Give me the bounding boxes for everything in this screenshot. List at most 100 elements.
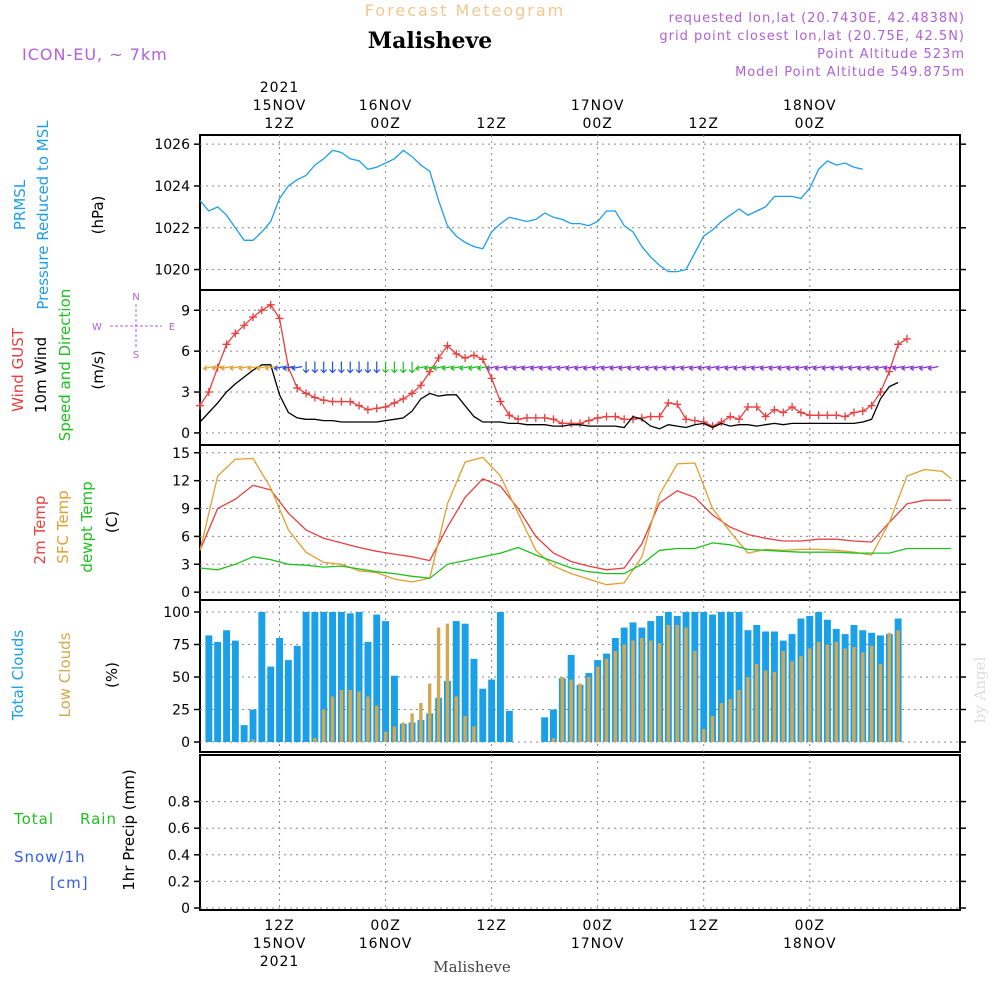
series-10m-wind — [199, 364, 899, 430]
gust-point — [735, 415, 744, 424]
bar-low-clouds — [719, 703, 724, 742]
cloud-labels: Total Clouds Low Clouds (%) — [9, 630, 121, 722]
bottom-date-label: 18NOV — [783, 936, 837, 952]
gridpoint-coords: grid point closest lon,lat (20.75E, 42.5… — [659, 29, 965, 44]
bar-total-clouds — [231, 640, 239, 742]
wind-arrow — [927, 365, 939, 371]
bar-low-clouds — [392, 726, 397, 742]
wind-arrow — [724, 365, 736, 371]
wind-arrow — [600, 365, 612, 371]
gust-point — [408, 389, 417, 398]
bottom-date-label: 15NOV — [253, 936, 307, 952]
bar-low-clouds — [330, 696, 335, 742]
wind-arrow — [273, 365, 285, 371]
ytick-label: 12 — [172, 474, 190, 490]
ytick-label: 50 — [172, 670, 190, 686]
pressure-labels: PRMSL Pressure Reduced to MSL (hPa) — [11, 120, 107, 310]
prmsl-label: PRMSL — [11, 179, 29, 230]
panel-frame — [199, 134, 961, 291]
top-time-label: 12Z — [264, 116, 294, 132]
gust-point — [602, 412, 611, 421]
bar-total-clouds — [726, 612, 734, 742]
bar-low-clouds — [348, 690, 352, 742]
ytick-label: 9 — [181, 502, 190, 518]
bar-low-clouds — [410, 713, 414, 742]
gust-point — [894, 340, 903, 349]
gust-point — [814, 411, 823, 420]
bar-low-clouds — [834, 641, 838, 742]
wind-arrow — [865, 365, 877, 371]
gust-point — [752, 403, 761, 412]
bar-total-clouds — [709, 614, 716, 742]
ytick-label: 0.8 — [168, 795, 190, 811]
bottom-date-label: 17NOV — [571, 936, 625, 952]
bar-total-clouds — [249, 709, 257, 742]
bar-total-clouds — [452, 621, 460, 742]
series-sfc-temp — [199, 456, 952, 586]
tcc-label: Total Clouds — [9, 630, 27, 722]
bar-low-clouds — [755, 664, 759, 742]
chart-panels: 1020102210241026036903691215025507510000… — [154, 134, 966, 917]
wind-arrow — [346, 361, 354, 374]
gust-point — [505, 411, 514, 420]
ytick-label: 1020 — [154, 263, 190, 279]
gust-point — [876, 388, 885, 397]
gust-point — [381, 403, 390, 412]
bottom-place: Malisheve — [433, 958, 511, 976]
bar-low-clouds — [808, 648, 812, 742]
wind-arrow — [653, 365, 665, 371]
bar-low-clouds — [419, 703, 423, 742]
gust-point — [293, 383, 302, 392]
gust-point — [346, 397, 355, 406]
bar-total-clouds — [479, 688, 487, 742]
gust-point — [390, 398, 399, 407]
gust-point — [682, 415, 691, 424]
ytick-label: 3 — [181, 557, 190, 573]
place-title: Malisheve — [368, 28, 492, 54]
bottom-time-label: 12Z — [264, 918, 294, 934]
bar-low-clouds — [401, 722, 405, 742]
gust-point — [584, 416, 593, 425]
bar-total-clouds — [320, 612, 328, 742]
wind-arrow — [759, 365, 771, 371]
gust-point — [849, 408, 858, 417]
wind-arrow — [373, 361, 381, 374]
bottom-time-label: 00Z — [582, 918, 612, 934]
wind-arrow — [423, 365, 435, 371]
gust-point — [699, 418, 708, 427]
bar-total-clouds — [364, 641, 372, 742]
compass-icon: N S W E — [92, 292, 175, 361]
bottom-time-label: 12Z — [689, 918, 719, 934]
panel-temperature: 0 3 6 9 12 15 — [172, 444, 966, 601]
svg-text:E: E — [169, 322, 175, 333]
bar-low-clouds — [852, 647, 856, 742]
bar-total-clouds — [505, 710, 513, 742]
hpa-unit: (hPa) — [89, 196, 107, 235]
gust-point — [275, 314, 284, 323]
ytick-label: 9 — [181, 303, 190, 319]
precip-labels: Total Rain Snow/1h [cm] 1hr Precip (mm) — [13, 769, 138, 892]
wind-labels: Wind GUST 10m Wind Speed and Direction (… — [9, 289, 175, 442]
ytick-label: 1024 — [154, 179, 190, 195]
wind-arrow — [337, 361, 345, 374]
gust-point — [770, 405, 779, 414]
gust-point — [779, 408, 788, 417]
bottom-time-label: 00Z — [795, 918, 825, 934]
bar-low-clouds — [428, 683, 432, 742]
wind-arrow — [202, 365, 214, 371]
bar-low-clouds — [463, 716, 467, 742]
ytick-label: 3 — [181, 385, 190, 401]
gust-point — [531, 413, 540, 422]
panel-frame — [199, 754, 961, 911]
bar-total-clouds — [382, 621, 389, 742]
gust-point — [231, 329, 240, 338]
wind-arrow — [874, 365, 886, 371]
wind-arrow — [229, 365, 241, 371]
gust-point — [620, 415, 629, 424]
bar-total-clouds — [550, 709, 557, 742]
top-date-label: 15NOV — [253, 98, 307, 114]
panel-frame — [199, 599, 961, 753]
gust-point — [593, 413, 602, 422]
wind-arrow — [918, 365, 930, 371]
